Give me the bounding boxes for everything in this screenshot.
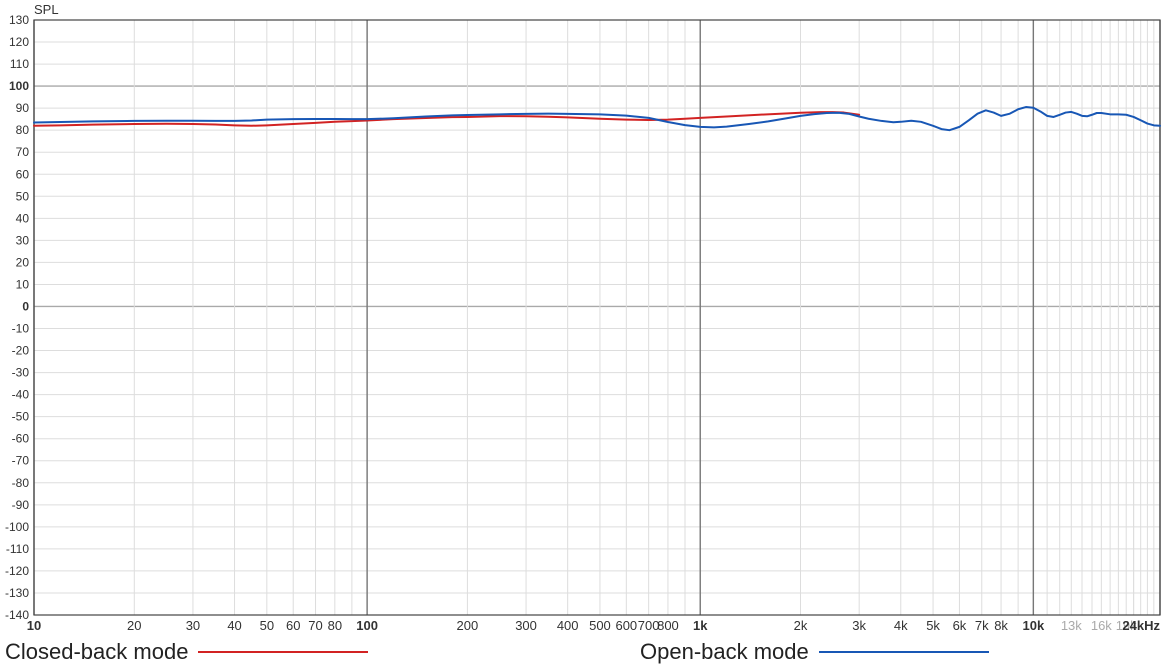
svg-text:60: 60 — [286, 618, 300, 633]
svg-text:130: 130 — [9, 13, 29, 27]
svg-text:110: 110 — [10, 57, 29, 71]
svg-text:40: 40 — [227, 618, 241, 633]
legend-label-closed: Closed-back mode — [5, 639, 188, 665]
svg-text:-140: -140 — [5, 608, 29, 622]
svg-text:1k: 1k — [693, 618, 708, 633]
svg-text:6k: 6k — [953, 618, 967, 633]
svg-text:5k: 5k — [926, 618, 940, 633]
svg-text:-40: -40 — [12, 388, 30, 402]
svg-text:800: 800 — [657, 618, 679, 633]
legend-swatch-closed — [198, 651, 368, 653]
svg-text:30: 30 — [16, 233, 30, 247]
svg-text:-120: -120 — [5, 564, 29, 578]
svg-text:-20: -20 — [12, 344, 30, 358]
svg-text:100: 100 — [9, 79, 29, 93]
svg-text:0: 0 — [22, 299, 29, 313]
svg-text:3k: 3k — [852, 618, 866, 633]
frequency-response-chart: SPL -140-130-120-110-100-90-80-70-60-50-… — [0, 0, 1170, 667]
svg-text:2k: 2k — [794, 618, 808, 633]
svg-text:120: 120 — [9, 35, 29, 49]
svg-text:10k: 10k — [1022, 618, 1044, 633]
svg-text:200: 200 — [457, 618, 479, 633]
svg-text:600: 600 — [615, 618, 637, 633]
chart-svg: -140-130-120-110-100-90-80-70-60-50-40-3… — [0, 0, 1170, 637]
svg-text:20: 20 — [16, 255, 30, 269]
svg-text:24kHz: 24kHz — [1122, 618, 1160, 633]
svg-text:400: 400 — [557, 618, 579, 633]
svg-text:50: 50 — [16, 189, 30, 203]
svg-text:50: 50 — [260, 618, 274, 633]
svg-text:500: 500 — [589, 618, 611, 633]
svg-text:80: 80 — [328, 618, 342, 633]
svg-text:30: 30 — [186, 618, 200, 633]
svg-text:4k: 4k — [894, 618, 908, 633]
svg-text:-80: -80 — [12, 476, 30, 490]
svg-text:-90: -90 — [12, 498, 30, 512]
svg-text:70: 70 — [16, 145, 30, 159]
svg-text:13k: 13k — [1061, 618, 1082, 633]
legend-swatch-open — [819, 651, 989, 653]
svg-text:70: 70 — [308, 618, 322, 633]
svg-text:60: 60 — [16, 167, 30, 181]
svg-text:300: 300 — [515, 618, 537, 633]
svg-text:7k: 7k — [975, 618, 989, 633]
svg-text:20: 20 — [127, 618, 141, 633]
svg-text:-50: -50 — [12, 410, 30, 424]
legend-item-open: Open-back mode — [640, 639, 989, 665]
svg-text:-130: -130 — [5, 586, 29, 600]
svg-text:10: 10 — [27, 618, 41, 633]
svg-text:-110: -110 — [6, 542, 29, 556]
svg-text:-10: -10 — [12, 322, 30, 336]
svg-text:10: 10 — [16, 277, 30, 291]
y-axis-title: SPL — [34, 2, 59, 17]
svg-text:-60: -60 — [12, 432, 30, 446]
legend-label-open: Open-back mode — [640, 639, 809, 665]
svg-text:-70: -70 — [12, 454, 30, 468]
legend: Closed-back mode Open-back mode — [0, 637, 1170, 667]
svg-text:80: 80 — [16, 123, 30, 137]
svg-text:100: 100 — [356, 618, 378, 633]
svg-text:90: 90 — [16, 101, 30, 115]
svg-text:8k: 8k — [994, 618, 1008, 633]
svg-text:16k: 16k — [1091, 618, 1112, 633]
legend-item-closed: Closed-back mode — [5, 639, 368, 665]
svg-text:-100: -100 — [5, 520, 29, 534]
svg-text:-30: -30 — [12, 366, 30, 380]
svg-text:40: 40 — [16, 211, 30, 225]
